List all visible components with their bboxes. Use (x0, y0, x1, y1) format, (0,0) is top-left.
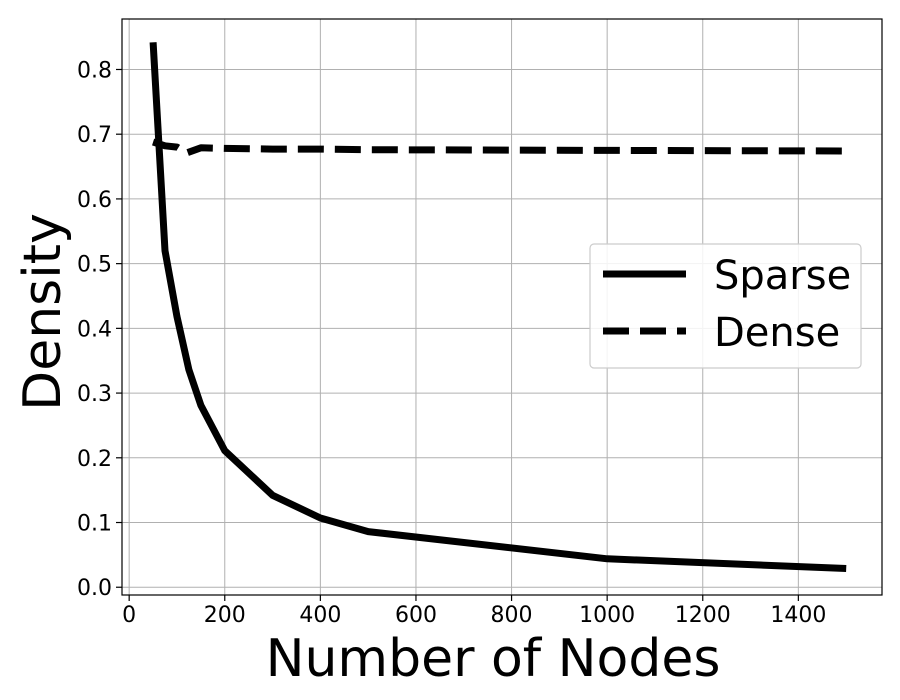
x-tick-label: 1200 (675, 603, 731, 628)
x-axis-title: Number of Nodes (266, 629, 721, 689)
y-tick-label: 0.4 (77, 317, 112, 342)
y-tick-label: 0.8 (77, 58, 112, 83)
y-tick-label: 0.1 (77, 512, 112, 537)
y-tick-label: 0.6 (77, 188, 112, 213)
axis-ticks (116, 68, 799, 601)
y-tick-labels: 0.0 0.1 0.2 0.3 0.4 0.5 0.6 0.7 0.8 (77, 58, 112, 601)
grid-lines (122, 19, 882, 595)
legend-label-sparse: Sparse (714, 253, 851, 299)
legend-label-dense: Dense (714, 310, 840, 356)
y-tick-label: 0.3 (77, 382, 112, 407)
y-tick-label: 0.5 (77, 253, 112, 278)
y-tick-label: 0.2 (77, 447, 112, 472)
x-tick-labels: 0 200 400 600 800 1000 1200 1400 (122, 603, 826, 628)
y-tick-label: 0.0 (77, 576, 112, 601)
series-line-sparse (149, 42, 847, 572)
legend: Sparse Dense (589, 243, 862, 369)
plot-frame (121, 18, 883, 596)
series-lines (149, 42, 847, 572)
x-tick-label: 400 (299, 603, 341, 628)
y-tick-label: 0.7 (77, 123, 112, 148)
y-axis-title: Density (13, 213, 73, 411)
x-tick-label: 1000 (579, 603, 635, 628)
x-tick-label: 600 (395, 603, 437, 628)
x-tick-label: 200 (204, 603, 246, 628)
series-line-dense (152, 138, 847, 157)
x-tick-label: 1400 (770, 603, 826, 628)
x-tick-label: 800 (491, 603, 533, 628)
x-tick-label: 0 (122, 603, 136, 628)
